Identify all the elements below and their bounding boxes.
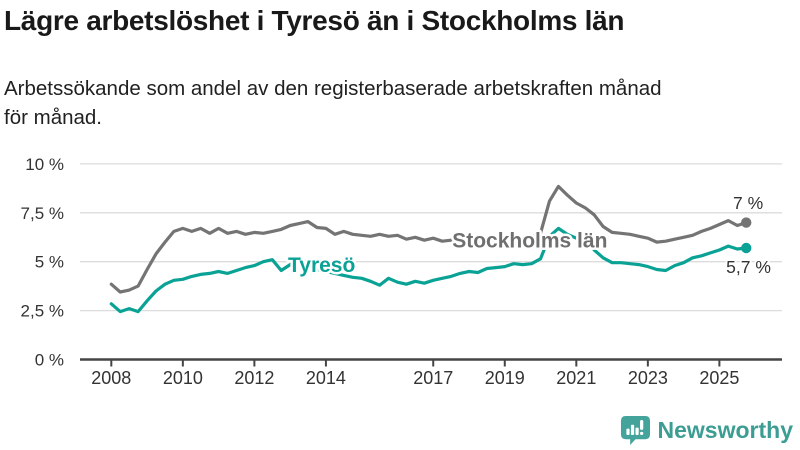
- y-tick-label: 0 %: [35, 350, 64, 369]
- x-tick-label: 2012: [234, 368, 274, 388]
- series-label-stockholms-l-n: Stockholms län: [452, 229, 607, 252]
- y-tick-label: 5 %: [35, 253, 64, 272]
- chart-title: Lägre arbetslöshet i Tyresö än i Stockho…: [4, 5, 625, 36]
- x-tick-label: 2014: [306, 368, 346, 388]
- series-end-dot-stockholms-l-n: [741, 217, 752, 228]
- chart-subtitle: Arbetssökande som andel av den registerb…: [4, 74, 784, 132]
- end-value-label: 7 %: [733, 193, 763, 213]
- y-tick-label: 2,5 %: [21, 302, 64, 321]
- series-line-stockholms-l-n: [109, 184, 748, 294]
- x-tick-label: 2010: [163, 368, 203, 388]
- newsworthy-brand-text: Newsworthy: [657, 417, 793, 443]
- series-label-tyres-: Tyresö: [288, 254, 355, 277]
- x-tick-label: 2008: [91, 368, 131, 388]
- x-tick-label: 2021: [556, 368, 596, 388]
- y-tick-label: 7,5 %: [21, 204, 64, 223]
- y-tick-label: 10 %: [25, 155, 64, 174]
- newsworthy-logo[interactable]: Newsworthy: [620, 415, 793, 446]
- series-end-dot-tyres-: [741, 242, 752, 254]
- chart-subtitle-line2: för månad.: [4, 106, 102, 129]
- end-value-label: 5,7 %: [726, 257, 771, 277]
- newsworthy-bubble-chart-icon: [620, 415, 650, 446]
- x-tick-label: 2019: [485, 368, 525, 388]
- x-tick-label: 2017: [413, 368, 453, 388]
- series-line-tyres-: [109, 226, 748, 314]
- x-tick-label: 2023: [628, 368, 668, 388]
- x-tick-label: 2025: [699, 368, 739, 388]
- chart-subtitle-line1: Arbetssökande som andel av den registerb…: [4, 77, 662, 100]
